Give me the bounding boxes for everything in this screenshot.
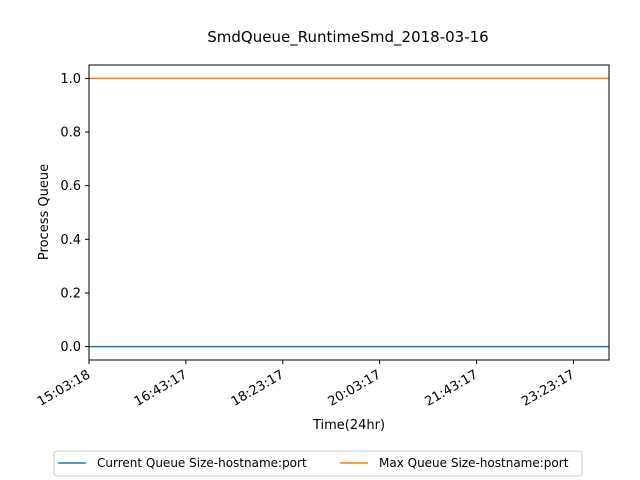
x-tick-label: 15:03:18 [35,367,93,409]
legend-label: Current Queue Size-hostname:port [97,456,307,470]
y-tick-label: 0.2 [60,286,81,301]
y-tick-label: 0.4 [60,233,81,248]
y-tick-label: 0.0 [60,340,81,355]
legend-label: Max Queue Size-hostname:port [379,456,569,470]
x-tick-label: 21:43:17 [422,367,480,409]
x-axis-label: Time(24hr) [312,418,385,433]
plot-background [89,65,609,360]
x-axis: 15:03:18 16:43:17 18:23:17 20:03:17 21:43:17… [35,360,577,410]
plot-area [88,64,610,361]
y-tick-label: 1.0 [60,72,81,87]
x-tick-label: 20:03:17 [326,367,384,409]
legend: Current Queue Size-hostname:port Max Queu… [53,450,583,477]
x-tick-label: 23:23:17 [519,367,577,409]
plot-frame [88,64,610,361]
y-tick-label: 0.6 [60,179,81,194]
x-tick-label: 18:23:17 [229,367,287,409]
y-tick-label: 0.8 [60,126,81,141]
chart-title: SmdQueue_RuntimeSmd_2018-03-16 [207,28,488,47]
series-layer [89,77,609,348]
legend-frame [53,450,583,477]
y-axis: 0.0 0.2 0.4 0.6 0.8 1.0 [60,72,89,355]
x-tick-label: 16:43:17 [132,367,190,409]
y-axis-label: Process Queue [37,164,52,260]
